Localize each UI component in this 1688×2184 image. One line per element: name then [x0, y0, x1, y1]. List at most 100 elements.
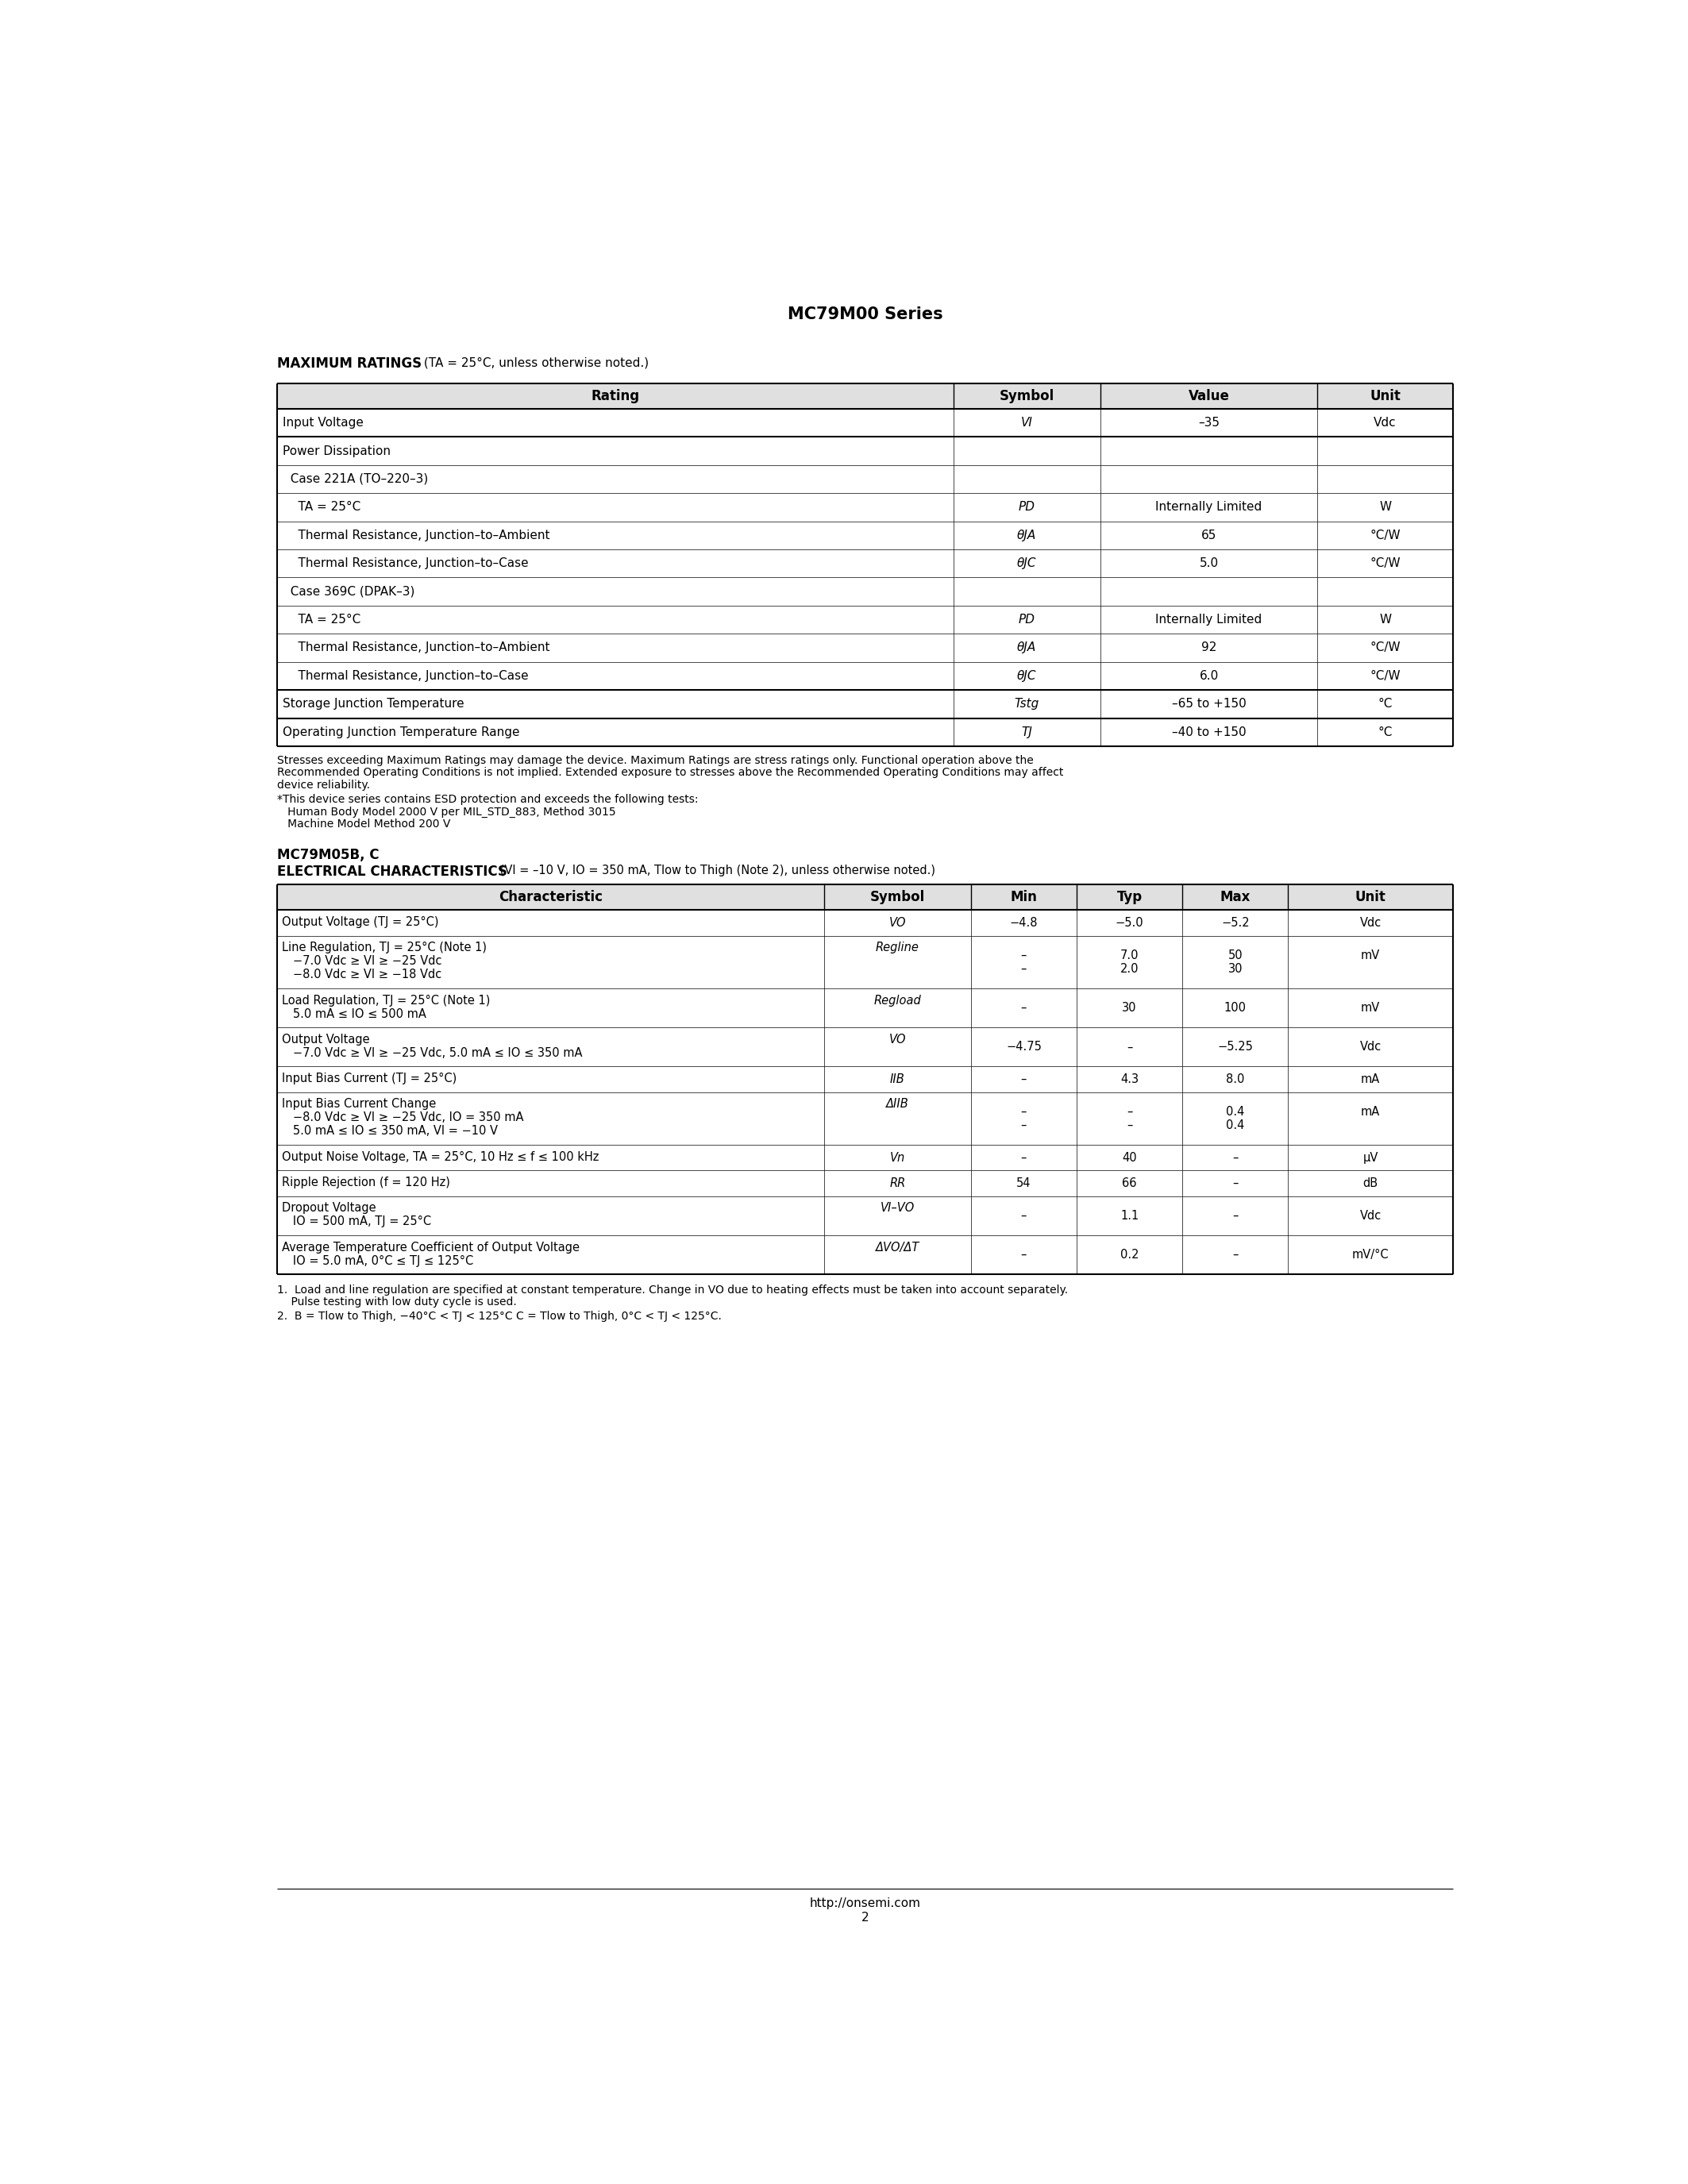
Text: –40 to +150: –40 to +150	[1171, 727, 1246, 738]
Text: 6.0: 6.0	[1198, 670, 1219, 681]
Text: mA: mA	[1361, 1072, 1381, 1085]
Text: 7.0: 7.0	[1121, 950, 1139, 961]
Text: mV/°C: mV/°C	[1352, 1249, 1389, 1260]
Text: ELECTRICAL CHARACTERISTICS: ELECTRICAL CHARACTERISTICS	[277, 865, 508, 880]
Text: –: –	[1021, 1002, 1026, 1013]
Text: 0.4: 0.4	[1225, 1118, 1244, 1131]
Text: Thermal Resistance, Junction–to–Case: Thermal Resistance, Junction–to–Case	[282, 670, 528, 681]
Text: Pulse testing with low duty cycle is used.: Pulse testing with low duty cycle is use…	[277, 1297, 517, 1308]
Text: 8.0: 8.0	[1225, 1072, 1244, 1085]
Text: 100: 100	[1224, 1002, 1246, 1013]
Text: −5.0: −5.0	[1116, 917, 1144, 928]
Text: Input Bias Current Change: Input Bias Current Change	[282, 1099, 436, 1109]
Text: Thermal Resistance, Junction–to–Ambient: Thermal Resistance, Junction–to–Ambient	[282, 529, 550, 542]
Text: μV: μV	[1362, 1151, 1377, 1164]
Text: PD: PD	[1018, 614, 1035, 625]
Text: Input Bias Current (TJ = 25°C): Input Bias Current (TJ = 25°C)	[282, 1072, 457, 1085]
Text: IO = 500 mA, TJ = 25°C: IO = 500 mA, TJ = 25°C	[282, 1216, 430, 1227]
Text: (TA = 25°C, unless otherwise noted.): (TA = 25°C, unless otherwise noted.)	[420, 356, 648, 369]
Text: Typ: Typ	[1117, 891, 1143, 904]
Text: dB: dB	[1362, 1177, 1377, 1190]
Text: 30: 30	[1227, 963, 1242, 974]
Text: Thermal Resistance, Junction–to–Ambient: Thermal Resistance, Junction–to–Ambient	[282, 642, 550, 653]
Text: Power Dissipation: Power Dissipation	[282, 446, 390, 456]
Bar	[277, 382, 1453, 408]
Text: °C/W: °C/W	[1371, 529, 1401, 542]
Text: 5.0 mA ≤ IO ≤ 350 mA, VI = −10 V: 5.0 mA ≤ IO ≤ 350 mA, VI = −10 V	[282, 1125, 498, 1138]
Text: Ripple Rejection (f = 120 Hz): Ripple Rejection (f = 120 Hz)	[282, 1177, 451, 1188]
Text: Machine Model Method 200 V: Machine Model Method 200 V	[277, 819, 451, 830]
Text: Regload: Regload	[874, 994, 922, 1007]
Text: Min: Min	[1011, 891, 1036, 904]
Text: MAXIMUM RATINGS: MAXIMUM RATINGS	[277, 356, 422, 371]
Text: Operating Junction Temperature Range: Operating Junction Temperature Range	[282, 727, 520, 738]
Text: Output Noise Voltage, TA = 25°C, 10 Hz ≤ f ≤ 100 kHz: Output Noise Voltage, TA = 25°C, 10 Hz ≤…	[282, 1151, 599, 1162]
Text: Case 369C (DPAK–3): Case 369C (DPAK–3)	[282, 585, 415, 598]
Text: RR: RR	[890, 1177, 905, 1190]
Text: θJA: θJA	[1018, 529, 1036, 542]
Text: Unit: Unit	[1355, 891, 1386, 904]
Text: PD: PD	[1018, 502, 1035, 513]
Text: −4.8: −4.8	[1009, 917, 1038, 928]
Text: MC79M00 Series: MC79M00 Series	[787, 306, 944, 321]
Text: –: –	[1232, 1249, 1239, 1260]
Text: VI: VI	[1021, 417, 1033, 428]
Text: −4.75: −4.75	[1006, 1042, 1041, 1053]
Text: °C: °C	[1377, 727, 1393, 738]
Text: –: –	[1021, 1249, 1026, 1260]
Text: Symbol: Symbol	[999, 389, 1055, 404]
Text: VI–VO: VI–VO	[879, 1201, 915, 1214]
Text: °C/W: °C/W	[1371, 670, 1401, 681]
Text: Symbol: Symbol	[869, 891, 925, 904]
Text: http://onsemi.com: http://onsemi.com	[810, 1898, 920, 1909]
Text: −7.0 Vdc ≥ VI ≥ −25 Vdc, 5.0 mA ≤ IO ≤ 350 mA: −7.0 Vdc ≥ VI ≥ −25 Vdc, 5.0 mA ≤ IO ≤ 3…	[282, 1046, 582, 1059]
Text: TJ: TJ	[1021, 727, 1031, 738]
Text: 30: 30	[1123, 1002, 1138, 1013]
Text: Vdc: Vdc	[1374, 417, 1396, 428]
Text: W: W	[1379, 502, 1391, 513]
Text: Unit: Unit	[1369, 389, 1401, 404]
Text: IIB: IIB	[890, 1072, 905, 1085]
Text: −8.0 Vdc ≥ VI ≥ −18 Vdc: −8.0 Vdc ≥ VI ≥ −18 Vdc	[282, 970, 442, 981]
Text: –: –	[1021, 1105, 1026, 1118]
Text: Case 221A (TO–220–3): Case 221A (TO–220–3)	[282, 474, 427, 485]
Text: –: –	[1021, 1151, 1026, 1164]
Text: −5.2: −5.2	[1220, 917, 1249, 928]
Text: Load Regulation, TJ = 25°C (Note 1): Load Regulation, TJ = 25°C (Note 1)	[282, 994, 490, 1007]
Text: 66: 66	[1123, 1177, 1138, 1190]
Text: (VI = –10 V, IO = 350 mA, Tlow to Thigh (Note 2), unless otherwise noted.): (VI = –10 V, IO = 350 mA, Tlow to Thigh …	[496, 865, 935, 876]
Text: device reliability.: device reliability.	[277, 780, 370, 791]
Text: Human Body Model 2000 V per MIL_STD_883, Method 3015: Human Body Model 2000 V per MIL_STD_883,…	[277, 806, 616, 817]
Text: –: –	[1126, 1042, 1133, 1053]
Text: 40: 40	[1123, 1151, 1138, 1164]
Text: 1.1: 1.1	[1121, 1210, 1139, 1221]
Text: Output Voltage (TJ = 25°C): Output Voltage (TJ = 25°C)	[282, 915, 439, 928]
Text: Line Regulation, TJ = 25°C (Note 1): Line Regulation, TJ = 25°C (Note 1)	[282, 941, 486, 954]
Text: Stresses exceeding Maximum Ratings may damage the device. Maximum Ratings are st: Stresses exceeding Maximum Ratings may d…	[277, 756, 1035, 767]
Text: 2: 2	[861, 1911, 869, 1924]
Text: 4.3: 4.3	[1121, 1072, 1139, 1085]
Text: Value: Value	[1188, 389, 1229, 404]
Text: 1.  Load and line regulation are specified at constant temperature. Change in VO: 1. Load and line regulation are specifie…	[277, 1284, 1069, 1295]
Text: –: –	[1232, 1177, 1239, 1190]
Text: 0.4: 0.4	[1225, 1105, 1244, 1118]
Text: VO: VO	[890, 1033, 906, 1046]
Text: Internally Limited: Internally Limited	[1156, 614, 1263, 625]
Text: Output Voltage: Output Voltage	[282, 1033, 370, 1046]
Text: MC79M05B, C: MC79M05B, C	[277, 847, 380, 863]
Text: –: –	[1232, 1151, 1239, 1164]
Text: TA = 25°C: TA = 25°C	[282, 502, 360, 513]
Text: Vdc: Vdc	[1359, 1210, 1381, 1221]
Text: mV: mV	[1361, 1002, 1381, 1013]
Text: –: –	[1021, 950, 1026, 961]
Text: –: –	[1021, 1072, 1026, 1085]
Text: Dropout Voltage: Dropout Voltage	[282, 1201, 376, 1214]
Text: –: –	[1021, 1210, 1026, 1221]
Text: Regline: Regline	[876, 941, 920, 954]
Text: Thermal Resistance, Junction–to–Case: Thermal Resistance, Junction–to–Case	[282, 557, 528, 570]
Text: 0.2: 0.2	[1121, 1249, 1139, 1260]
Text: TA = 25°C: TA = 25°C	[282, 614, 360, 625]
Text: IO = 5.0 mA, 0°C ≤ TJ ≤ 125°C: IO = 5.0 mA, 0°C ≤ TJ ≤ 125°C	[282, 1256, 473, 1267]
Text: Tstg: Tstg	[1014, 699, 1040, 710]
Text: –: –	[1126, 1118, 1133, 1131]
